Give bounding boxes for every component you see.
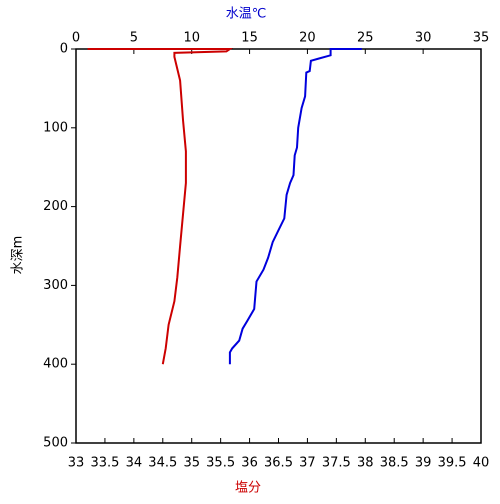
x-tick-label: 38.5 (380, 456, 409, 471)
x-tick-label: 40 (473, 456, 490, 471)
y-tick-label: 300 (43, 278, 68, 293)
profile-line (228, 48, 362, 365)
x-tick-label: 37 (299, 456, 316, 471)
x2-tick-label: 20 (299, 31, 316, 46)
x-tick-label: 37.5 (322, 456, 351, 471)
profile-line (87, 48, 234, 365)
x2-tick-label: 15 (241, 31, 258, 46)
x2-tick-label: 30 (415, 31, 432, 46)
y-tick-label: 100 (43, 120, 68, 135)
x-tick-label: 34.5 (148, 456, 177, 471)
x-tick-label: 34 (126, 456, 143, 471)
y-tick-label: 400 (43, 357, 68, 372)
y-tick-label: 0 (60, 42, 68, 57)
x2-tick-label: 5 (130, 31, 138, 46)
plot-frame (75, 48, 482, 444)
y-tick-label: 500 (43, 436, 68, 451)
x-tick-label: 38 (357, 456, 374, 471)
x-tick-label: 35 (183, 456, 200, 471)
x-tick-label: 33 (68, 456, 85, 471)
x2-tick-label: 0 (72, 31, 80, 46)
x2-tick-label: 25 (357, 31, 374, 46)
y-tick-label: 200 (43, 199, 68, 214)
x-axis-title: 塩分 (235, 481, 261, 496)
x-tick-label: 39 (415, 456, 432, 471)
x-tick-label: 36 (241, 456, 258, 471)
x2-tick-label: 10 (183, 31, 200, 46)
x2-axis-title: 水温℃ (226, 7, 267, 22)
y-axis-title: 水深m (11, 236, 26, 275)
x-tick-label: 35.5 (206, 456, 235, 471)
x2-tick-label: 35 (473, 31, 490, 46)
x-tick-label: 36.5 (264, 456, 293, 471)
x-tick-label: 39.5 (438, 456, 467, 471)
x-tick-label: 33.5 (90, 456, 119, 471)
